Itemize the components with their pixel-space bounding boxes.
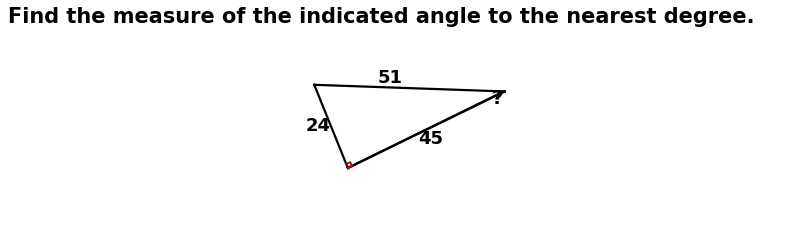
Text: 24: 24 — [306, 117, 330, 135]
Text: ?: ? — [491, 89, 502, 108]
Text: Find the measure of the indicated angle to the nearest degree.: Find the measure of the indicated angle … — [8, 7, 754, 27]
Text: 45: 45 — [418, 130, 443, 148]
Text: 51: 51 — [378, 69, 403, 87]
